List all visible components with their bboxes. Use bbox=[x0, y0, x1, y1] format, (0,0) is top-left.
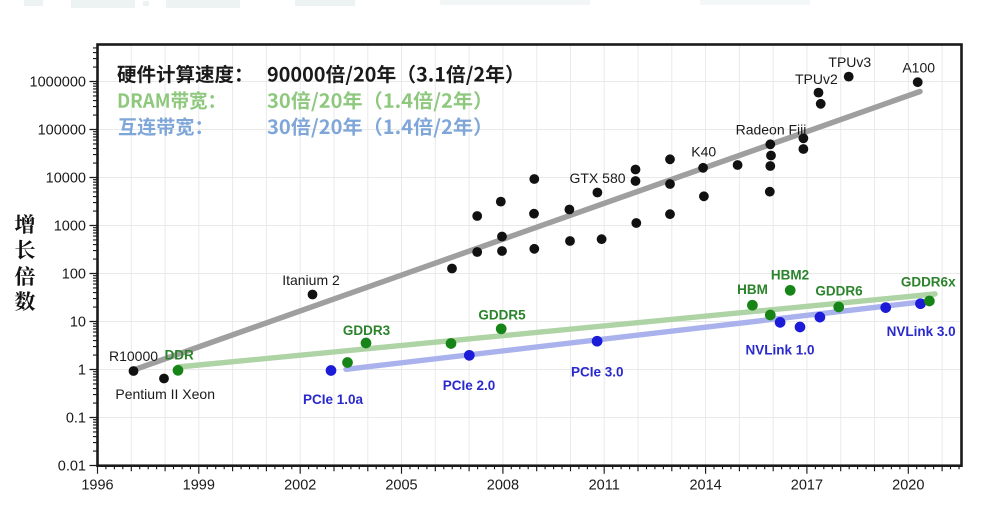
svg-text:1996: 1996 bbox=[81, 478, 113, 494]
svg-text:10000: 10000 bbox=[46, 171, 86, 187]
svg-text:GDDR3: GDDR3 bbox=[343, 323, 391, 338]
svg-text:1999: 1999 bbox=[183, 478, 215, 494]
svg-text:R10000: R10000 bbox=[109, 348, 158, 364]
svg-text:A100: A100 bbox=[902, 60, 935, 76]
svg-text:Pentium II Xeon: Pentium II Xeon bbox=[115, 386, 215, 402]
svg-text:Itanium 2: Itanium 2 bbox=[282, 272, 340, 288]
svg-text:2014: 2014 bbox=[689, 478, 721, 494]
svg-text:PCIe 1.0a: PCIe 1.0a bbox=[303, 392, 364, 407]
svg-text:HBM: HBM bbox=[737, 282, 768, 297]
svg-text:TPUv3: TPUv3 bbox=[828, 54, 871, 70]
svg-text:TPUv2: TPUv2 bbox=[795, 71, 838, 87]
svg-text:100: 100 bbox=[62, 267, 86, 283]
svg-text:2005: 2005 bbox=[385, 478, 417, 494]
svg-text:NVLink 3.0: NVLink 3.0 bbox=[887, 324, 956, 339]
svg-text:1000: 1000 bbox=[54, 219, 86, 235]
svg-text:100000: 100000 bbox=[38, 123, 86, 139]
svg-text:1: 1 bbox=[78, 363, 86, 379]
svg-text:Radeon Fiji: Radeon Fiji bbox=[736, 122, 807, 138]
svg-text:2002: 2002 bbox=[284, 478, 316, 494]
svg-text:2017: 2017 bbox=[791, 478, 823, 494]
svg-text:GDDR6x: GDDR6x bbox=[901, 275, 956, 290]
svg-text:0.1: 0.1 bbox=[66, 411, 86, 427]
svg-text:10: 10 bbox=[70, 315, 86, 331]
svg-text:GDDR5: GDDR5 bbox=[478, 308, 526, 323]
svg-text:2020: 2020 bbox=[892, 478, 924, 494]
svg-text:1000000: 1000000 bbox=[30, 75, 86, 91]
svg-text:HBM2: HBM2 bbox=[771, 268, 809, 283]
svg-text:PCIe 2.0: PCIe 2.0 bbox=[443, 378, 496, 393]
svg-text:GTX 580: GTX 580 bbox=[569, 170, 625, 186]
svg-text:K40: K40 bbox=[691, 144, 716, 160]
svg-text:DDR: DDR bbox=[165, 348, 194, 363]
svg-text:0.01: 0.01 bbox=[58, 459, 86, 475]
svg-text:GDDR6: GDDR6 bbox=[815, 284, 863, 299]
svg-text:2011: 2011 bbox=[589, 478, 620, 494]
svg-text:PCIe 3.0: PCIe 3.0 bbox=[571, 365, 624, 380]
svg-text:2008: 2008 bbox=[487, 478, 519, 494]
svg-text:NVLink 1.0: NVLink 1.0 bbox=[745, 343, 814, 358]
